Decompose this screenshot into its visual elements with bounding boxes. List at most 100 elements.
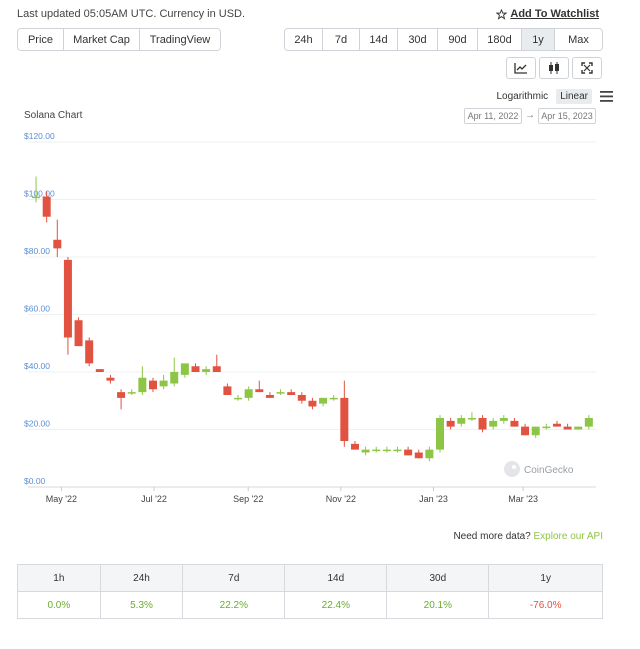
range-7d[interactable]: 7d [323, 29, 360, 50]
explore-api-link[interactable]: Explore our API [533, 531, 603, 542]
candle-body [276, 392, 285, 394]
candle-body [180, 363, 189, 375]
fullscreen-button[interactable] [572, 57, 602, 79]
candle-body [478, 418, 487, 430]
candle-body [212, 366, 221, 372]
candle-body [467, 418, 476, 420]
line-chart-icon [514, 63, 527, 74]
candle-body [255, 389, 264, 393]
scale-logarithmic[interactable]: Logarithmic [496, 91, 549, 102]
candle-body [382, 449, 391, 452]
perf-header-1y: 1y [488, 564, 603, 592]
candle-body [425, 449, 434, 459]
candle-body [202, 369, 211, 372]
candle-body [552, 423, 561, 427]
y-tick-label: $120.00 [24, 131, 55, 141]
fullscreen-icon [581, 62, 593, 74]
candle-body [63, 259, 72, 338]
candle-body [436, 418, 445, 450]
candlestick-button[interactable] [539, 57, 569, 79]
range-180d-label: 180d [487, 33, 512, 46]
candle-body [542, 426, 551, 429]
candle-body [223, 386, 232, 395]
range-14d-label: 14d [369, 33, 388, 46]
candle-body [127, 392, 136, 394]
tab-market-cap[interactable]: Market Cap [64, 29, 140, 50]
tab-price-label: Price [27, 33, 54, 46]
candle-body [159, 380, 168, 387]
candle-body [53, 239, 62, 249]
range-24h[interactable]: 24h [285, 29, 323, 50]
perf-header-24h: 24h [99, 564, 184, 592]
price-chart[interactable]: $0.00 $20.00 $40.00 $60.00 $80.00 $100.00 $120… [0, 130, 620, 510]
candle-body [170, 372, 179, 384]
x-tick-label: Jan '23 [419, 494, 448, 504]
scale-toggle: Logarithmic Linear [492, 89, 613, 104]
candlestick-icon [549, 62, 559, 74]
candle-body [297, 395, 306, 401]
more-data-text: Need more data? Explore our API [453, 531, 603, 542]
candle-body [372, 449, 381, 452]
candle-body [117, 392, 126, 398]
candle-body [234, 397, 243, 400]
performance-header-row: 1h 24h 7d 14d 30d 1y [17, 564, 603, 592]
candle-body [95, 369, 104, 372]
need-more-data-label: Need more data? [453, 531, 531, 542]
candle-body [584, 418, 593, 427]
candle-body [350, 443, 359, 450]
performance-values-row: 0.0% 5.3% 22.2% 22.4% 20.1% -76.0% [17, 591, 603, 619]
date-from-input[interactable]: Apr 11, 2022 [464, 108, 522, 124]
chart-title: Solana Chart [24, 110, 83, 121]
last-updated-text: Last updated 05:05AM UTC. Currency in US… [17, 8, 246, 20]
candle-body [499, 418, 508, 421]
y-tick-label: $20.00 [24, 419, 50, 429]
range-90d-label: 90d [448, 33, 467, 46]
x-tick-label: May '22 [46, 494, 77, 504]
tab-tradingview[interactable]: TradingView [140, 29, 220, 50]
candle-body [244, 389, 253, 398]
range-30d[interactable]: 30d [398, 29, 438, 50]
candle-body [563, 426, 572, 430]
perf-header-14d: 14d [284, 564, 388, 592]
y-tick-label: $60.00 [24, 304, 50, 314]
scale-linear[interactable]: Linear [556, 89, 592, 104]
menu-icon[interactable] [600, 91, 613, 102]
perf-header-1h: 1h [17, 564, 101, 592]
y-tick-label: $100.00 [24, 189, 55, 199]
candle-body [85, 340, 94, 364]
candle-body [457, 418, 466, 424]
range-tabs: 24h 7d 14d 30d 90d 180d 1y Max [284, 28, 603, 51]
candle-body [393, 449, 402, 452]
perf-value-7d: 22.2% [182, 591, 286, 619]
candle-body [106, 377, 115, 381]
y-tick-label: $0.00 [24, 476, 46, 486]
y-tick-label: $80.00 [24, 246, 50, 256]
tab-price[interactable]: Price [18, 29, 64, 50]
candle-body [42, 196, 51, 217]
date-to-input[interactable]: Apr 15, 2023 [538, 108, 596, 124]
candle-body [287, 392, 296, 395]
candle-body [521, 426, 530, 436]
range-180d[interactable]: 180d [478, 29, 522, 50]
candle-body [404, 449, 413, 456]
candle-body [510, 420, 519, 427]
coingecko-logo-icon [504, 461, 520, 477]
x-tick-label: Mar '23 [508, 494, 538, 504]
performance-table: 1h 24h 7d 14d 30d 1y 0.0% 5.3% 22.2% 22.4% 20.1% -… [17, 564, 603, 619]
perf-value-14d: 22.4% [284, 591, 388, 619]
range-7d-label: 7d [334, 33, 348, 46]
perf-value-1y: -76.0% [488, 591, 603, 619]
range-14d[interactable]: 14d [360, 29, 398, 50]
perf-value-1h: 0.0% [17, 591, 101, 619]
line-chart-button[interactable] [506, 57, 536, 79]
candle-body [32, 196, 41, 199]
range-max[interactable]: Max [555, 29, 602, 50]
perf-header-7d: 7d [182, 564, 286, 592]
add-to-watchlist-link[interactable]: Add To Watchlist [496, 8, 599, 20]
star-icon [496, 8, 508, 20]
range-max-label: Max [568, 33, 589, 46]
x-tick-label: Nov '22 [326, 494, 356, 504]
candle-body [531, 426, 540, 436]
range-1y[interactable]: 1y [522, 29, 555, 50]
range-90d[interactable]: 90d [438, 29, 478, 50]
